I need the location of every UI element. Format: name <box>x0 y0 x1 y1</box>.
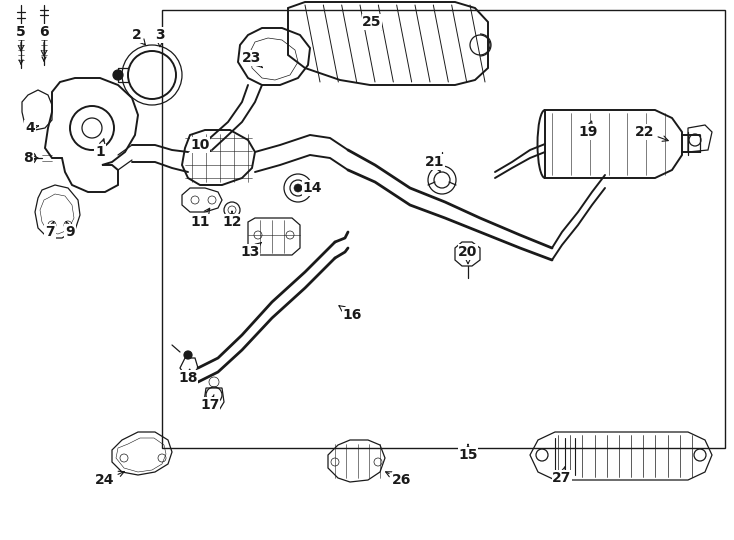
Text: 24: 24 <box>95 471 124 487</box>
Text: 20: 20 <box>458 245 478 264</box>
Text: 13: 13 <box>240 242 261 259</box>
Text: 10: 10 <box>190 138 211 152</box>
Circle shape <box>294 184 302 192</box>
Text: 11: 11 <box>190 208 210 229</box>
Text: 18: 18 <box>178 369 197 385</box>
Text: 5: 5 <box>16 25 26 51</box>
Text: 15: 15 <box>458 444 478 462</box>
Text: 1: 1 <box>95 139 105 159</box>
Text: 21: 21 <box>425 155 445 172</box>
Circle shape <box>113 70 123 80</box>
Text: 26: 26 <box>385 472 412 487</box>
Text: 17: 17 <box>200 395 219 412</box>
Text: 3: 3 <box>155 28 165 47</box>
Text: 16: 16 <box>339 306 362 322</box>
Text: 12: 12 <box>222 212 241 229</box>
Text: 19: 19 <box>578 121 597 139</box>
Text: 22: 22 <box>635 125 668 141</box>
Text: 25: 25 <box>363 15 382 30</box>
Text: 8: 8 <box>23 151 38 165</box>
Text: 6: 6 <box>39 25 49 56</box>
Text: 4: 4 <box>25 121 38 135</box>
Circle shape <box>184 351 192 359</box>
Text: 14: 14 <box>299 181 321 195</box>
Text: 2: 2 <box>132 28 145 45</box>
Text: 27: 27 <box>552 467 572 485</box>
Text: 9: 9 <box>65 221 75 239</box>
Text: 23: 23 <box>242 51 263 68</box>
Text: 7: 7 <box>46 221 55 239</box>
